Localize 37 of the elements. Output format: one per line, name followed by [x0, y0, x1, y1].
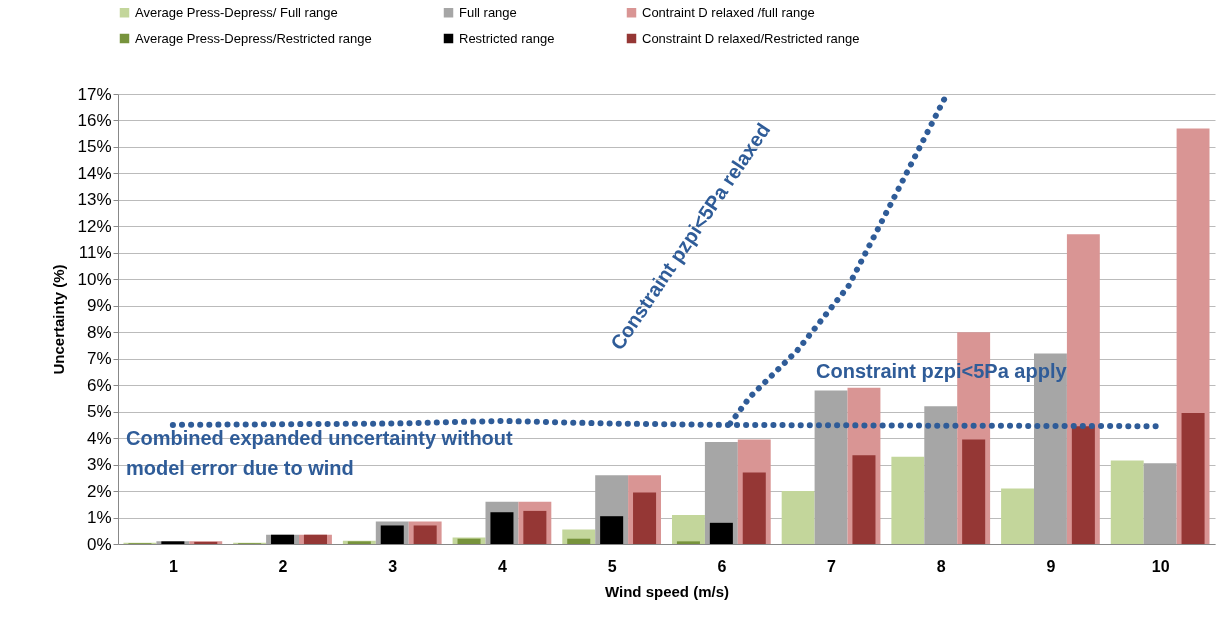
x-tick-label: 9 [1046, 557, 1056, 575]
y-tick-label: 2% [86, 481, 112, 501]
x-tick-label: 10 [1151, 557, 1170, 575]
y-tick-label: 12% [77, 216, 112, 236]
annotation: Combined expanded uncertainty without model error due to wind [126, 427, 514, 479]
legend-label: Contraint D relaxed /full range [642, 4, 815, 20]
y-axis-title: Uncertainty (%) [50, 264, 68, 375]
y-tick-label: 16% [77, 110, 112, 130]
x-axis-title: Wind speed (m/s) [604, 582, 730, 600]
y-tick-label: 9% [86, 296, 112, 316]
y-tick-label: 8% [86, 322, 112, 342]
y-tick-label: 3% [86, 455, 112, 475]
y-tick-label: 1% [86, 508, 112, 528]
y-tick-label: 4% [86, 428, 112, 448]
x-tick-label: 7 [827, 557, 837, 575]
y-tick-label: 15% [77, 137, 112, 157]
legend-label: Average Press-Depress/ Full range [135, 4, 338, 20]
x-tick-label: 2 [278, 557, 288, 575]
y-tick-label: 10% [77, 269, 112, 289]
legend-label: Constraint D relaxed/Restricted range [642, 30, 860, 46]
x-tick-label: 3 [388, 557, 398, 575]
legend-label: Average Press-Depress/Restricted range [135, 30, 372, 46]
x-tick-label: 5 [607, 557, 617, 575]
y-tick-label: 14% [77, 163, 112, 183]
y-tick-label: 13% [77, 190, 112, 210]
legend-label: Restricted range [459, 30, 555, 46]
x-tick-label: 8 [936, 557, 946, 575]
legend-label: Full range [459, 4, 517, 20]
y-tick-label: 11% [78, 243, 112, 263]
x-tick-label: 4 [498, 557, 507, 575]
x-tick-label: 6 [717, 557, 727, 575]
y-tick-label: 7% [86, 349, 112, 369]
y-tick-label: 5% [86, 402, 112, 422]
y-tick-label: 17% [77, 84, 112, 104]
y-tick-label: 0% [86, 534, 112, 554]
y-tick-label: 6% [86, 375, 112, 395]
x-tick-label: 1 [168, 557, 178, 575]
